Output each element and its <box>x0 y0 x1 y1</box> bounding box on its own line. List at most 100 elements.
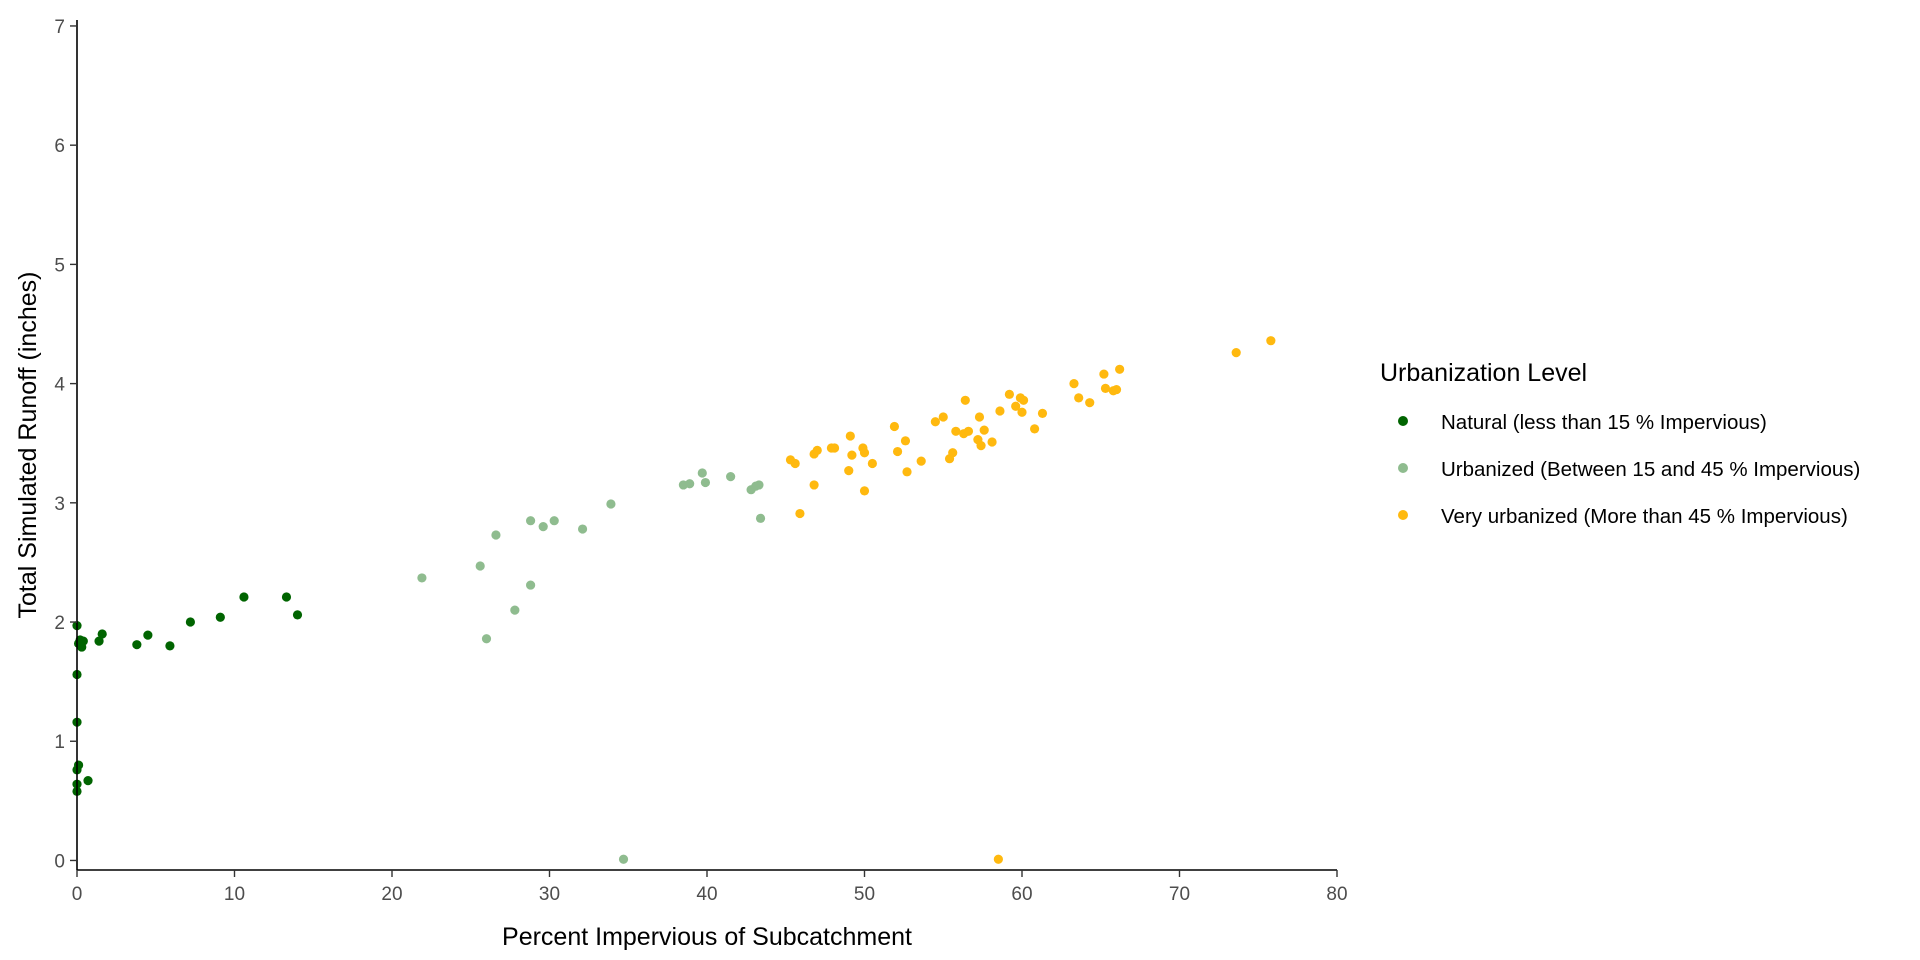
legend-item: Very urbanized (More than 45 % Imperviou… <box>1398 505 1848 528</box>
data-point <box>1115 364 1125 374</box>
data-point <box>916 456 926 466</box>
data-point <box>726 471 736 482</box>
data-point <box>215 612 225 622</box>
data-point <box>1074 393 1084 403</box>
data-point <box>790 458 800 469</box>
legend-key <box>1398 416 1408 426</box>
y-tick-label: 7 <box>54 17 65 38</box>
data-point <box>239 592 249 602</box>
data-point <box>979 425 989 435</box>
data-point <box>844 466 854 476</box>
data-point <box>892 446 903 457</box>
data-point <box>963 426 974 436</box>
series-3 <box>785 336 1276 864</box>
data-point <box>577 524 588 534</box>
data-point <box>73 638 84 649</box>
x-axis-title: Percent Impervious of Subcatchment <box>502 923 912 951</box>
data-point <box>993 854 1003 864</box>
data-point <box>847 450 857 460</box>
data-point <box>900 436 911 446</box>
y-tick-label: 3 <box>54 494 65 515</box>
data-point <box>1111 384 1122 395</box>
data-point <box>859 486 870 496</box>
data-point <box>510 605 520 615</box>
y-tick-label: 0 <box>54 851 65 872</box>
data-point <box>889 421 900 432</box>
x-tick-label: 30 <box>539 884 560 905</box>
data-point <box>987 437 997 447</box>
data-point <box>700 477 711 488</box>
data-point <box>845 431 855 441</box>
data-point <box>974 412 985 422</box>
legend-label: Urbanized (Between 15 and 45 % Imperviou… <box>1441 458 1860 481</box>
data-point <box>859 448 870 458</box>
y-tick-label: 6 <box>54 136 65 157</box>
data-point <box>829 443 840 453</box>
x-tick-label: 70 <box>1169 884 1190 905</box>
x-tick-label: 80 <box>1326 884 1347 905</box>
legend-item: Urbanized (Between 15 and 45 % Imperviou… <box>1398 458 1860 481</box>
data-point <box>526 580 536 590</box>
data-point <box>618 854 629 864</box>
data-point <box>1037 408 1048 419</box>
y-tick-label: 1 <box>54 732 65 753</box>
axes-layer: 0 10 20 30 40 50 60 70 80 0 1 2 3 4 5 6 7 <box>54 17 1347 905</box>
data-point <box>902 467 912 477</box>
x-tick-label: 20 <box>381 884 402 905</box>
data-point <box>549 516 559 526</box>
data-point <box>481 634 492 644</box>
data-point <box>795 508 805 519</box>
data-point <box>281 592 292 602</box>
legend-label: Very urbanized (More than 45 % Imperviou… <box>1441 505 1848 528</box>
data-point <box>94 636 104 646</box>
data-point <box>606 499 616 509</box>
data-point <box>132 640 142 650</box>
points-layer <box>72 336 1276 864</box>
data-point <box>1099 369 1109 379</box>
data-point <box>1266 336 1276 346</box>
data-point <box>960 395 970 405</box>
x-tick-label: 0 <box>72 884 83 905</box>
y-tick-label: 5 <box>54 255 65 276</box>
data-point <box>1017 407 1027 417</box>
data-point <box>976 440 986 451</box>
data-point <box>165 641 175 651</box>
x-tick-label: 10 <box>224 884 245 905</box>
data-point <box>1100 383 1111 393</box>
data-point <box>867 458 877 469</box>
data-point <box>97 629 107 639</box>
data-point <box>951 426 961 436</box>
legend-items: Natural (less than 15 % Impervious) Urban… <box>1398 411 1860 528</box>
data-point <box>1231 348 1241 358</box>
x-tick-label: 50 <box>854 884 875 905</box>
data-point <box>417 573 427 583</box>
data-point <box>938 412 948 422</box>
data-point <box>1004 389 1015 399</box>
data-point <box>185 617 195 627</box>
data-point <box>475 561 485 571</box>
x-tick-label: 60 <box>1011 884 1032 905</box>
data-point <box>538 522 548 532</box>
data-point <box>1018 395 1029 405</box>
data-point <box>754 480 764 490</box>
data-point <box>697 468 707 478</box>
legend-key <box>1398 510 1408 520</box>
y-tick-label: 4 <box>54 375 65 396</box>
y-tick-label: 2 <box>54 613 65 634</box>
data-point <box>83 775 93 786</box>
legend-label: Natural (less than 15 % Impervious) <box>1441 411 1767 434</box>
data-point <box>1030 424 1040 434</box>
series-1 <box>72 592 303 796</box>
data-point <box>812 445 822 455</box>
data-point <box>1011 401 1021 411</box>
legend-title: Urbanization Level <box>1380 359 1587 387</box>
data-point <box>948 448 958 458</box>
data-point <box>685 479 695 489</box>
series-2 <box>417 468 766 864</box>
data-point <box>995 406 1005 416</box>
data-point <box>491 530 501 540</box>
legend-key <box>1398 463 1408 473</box>
data-point <box>930 417 940 427</box>
data-point <box>292 610 303 620</box>
x-tick-label: 40 <box>696 884 717 905</box>
